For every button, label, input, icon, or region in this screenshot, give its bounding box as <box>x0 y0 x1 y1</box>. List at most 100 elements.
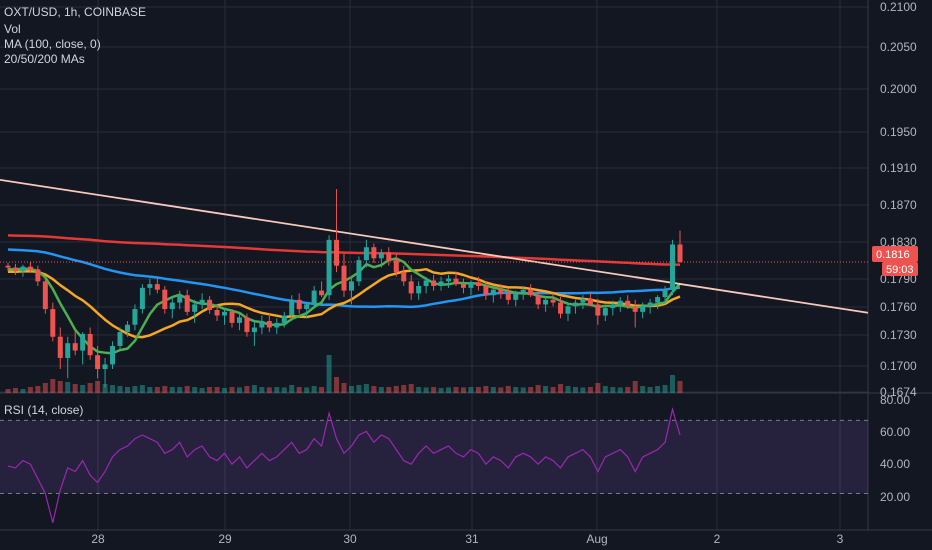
candle-body <box>348 281 354 291</box>
volume-bar <box>610 387 616 393</box>
ma100-line <box>7 234 681 266</box>
volume-bar <box>87 383 93 393</box>
volume-bar <box>378 387 384 393</box>
volume-bar <box>371 386 377 393</box>
legend-vol[interactable]: Vol <box>4 22 21 36</box>
candle-body <box>169 302 175 310</box>
volume-bar <box>565 386 571 393</box>
candle-body <box>356 260 362 282</box>
volume-bar <box>35 386 41 393</box>
volume-bar <box>505 386 511 393</box>
volume-bar <box>423 387 429 393</box>
volume-bar <box>528 387 534 393</box>
time-tick-label: 30 <box>343 532 357 546</box>
volume-bar <box>602 386 608 393</box>
rsi-band <box>0 420 868 494</box>
candle-body <box>102 364 108 370</box>
volume-bar <box>5 389 11 393</box>
volume-bar <box>289 385 295 393</box>
trendline <box>0 179 869 314</box>
legend-rsi[interactable]: RSI (14, close) <box>4 403 84 417</box>
price-axis[interactable]: 0.2100 0.2050 0.2000 0.1950 0.1910 0.1870 0.18… <box>880 0 917 504</box>
candle-body <box>199 299 205 305</box>
countdown-badge <box>882 262 918 276</box>
volume-bar <box>363 384 369 393</box>
volume-bar <box>229 387 235 393</box>
candle-body <box>266 321 272 328</box>
candle-body <box>431 280 437 286</box>
volume-bar <box>132 386 138 393</box>
candle-body <box>378 252 384 259</box>
candle-body <box>192 304 198 312</box>
volume-bar <box>281 387 287 393</box>
candle-body <box>580 298 586 303</box>
volume-bar <box>42 383 48 393</box>
candle-body <box>363 247 369 261</box>
candle-body <box>72 343 78 351</box>
candle-body <box>625 300 631 307</box>
candle-body <box>572 302 578 307</box>
legend-ma[interactable]: MA (100, close, 0) <box>4 37 101 51</box>
candle-body <box>617 300 623 305</box>
volume-bar <box>266 387 272 393</box>
volume-bar <box>460 387 466 393</box>
price-tick-label: 0.1674 <box>880 385 917 399</box>
candle-body <box>319 290 325 296</box>
volume-bar <box>401 385 407 393</box>
legend-mas[interactable]: 20/50/200 MAs <box>4 52 85 66</box>
time-tick-label: 31 <box>465 532 479 546</box>
price-tick-label: 0.1910 <box>880 161 917 175</box>
volume-bar <box>438 388 444 393</box>
volume-bar <box>490 387 496 393</box>
candle-body <box>371 247 377 259</box>
volume-bar <box>72 384 78 393</box>
candle-body <box>490 289 496 296</box>
candle-body <box>393 260 399 273</box>
rsi-tick-label: 40.00 <box>880 457 910 471</box>
volume-bar <box>251 385 257 393</box>
candle-body <box>139 287 145 310</box>
volume-bar <box>416 387 422 393</box>
candle-body <box>289 299 295 316</box>
volume-bar <box>446 387 452 393</box>
volume-bar <box>147 387 153 393</box>
volume-bar <box>647 387 653 393</box>
candle-body <box>655 297 661 303</box>
trendline-segment <box>0 179 869 314</box>
candle-body <box>610 304 616 309</box>
candle-body <box>662 289 668 298</box>
price-tick-label: 0.1730 <box>880 328 917 342</box>
time-tick-label: 28 <box>91 532 105 546</box>
candle-body <box>5 265 11 268</box>
candle-body <box>50 309 56 337</box>
countdown-text: 59:03 <box>886 264 914 276</box>
candle-body <box>110 345 116 365</box>
volume-bar <box>124 387 130 393</box>
volume-bar <box>296 387 302 393</box>
candle-body <box>565 306 571 314</box>
volume-bar <box>550 387 556 393</box>
candle-body <box>229 311 235 323</box>
price-tick-label: 0.1870 <box>880 198 917 212</box>
volume-bar <box>341 383 347 393</box>
volume-bar <box>520 387 526 393</box>
volume-bar <box>475 387 481 393</box>
last-price-badge <box>872 246 918 262</box>
volume-bar <box>207 387 213 393</box>
volume-bar <box>274 387 280 393</box>
volume-bar <box>169 387 175 393</box>
volume-bar <box>595 383 601 393</box>
volume-bar <box>80 385 86 393</box>
candle-body <box>438 281 444 286</box>
time-axis[interactable]: 28 29 30 31 Aug 2 3 <box>91 532 843 546</box>
candle-body <box>528 289 534 296</box>
price-tick-label: 0.1950 <box>880 125 917 139</box>
price-tick-label: 0.2000 <box>880 82 917 96</box>
volume-bar <box>662 385 668 393</box>
price-tick-label: 0.1700 <box>880 359 917 373</box>
candle-body <box>677 244 683 262</box>
candle-body <box>214 309 220 316</box>
last-price-text: 0.1816 <box>876 249 910 261</box>
candle-body <box>154 284 160 290</box>
legend-symbol[interactable]: OXT/USD, 1h, COINBASE <box>4 5 147 19</box>
